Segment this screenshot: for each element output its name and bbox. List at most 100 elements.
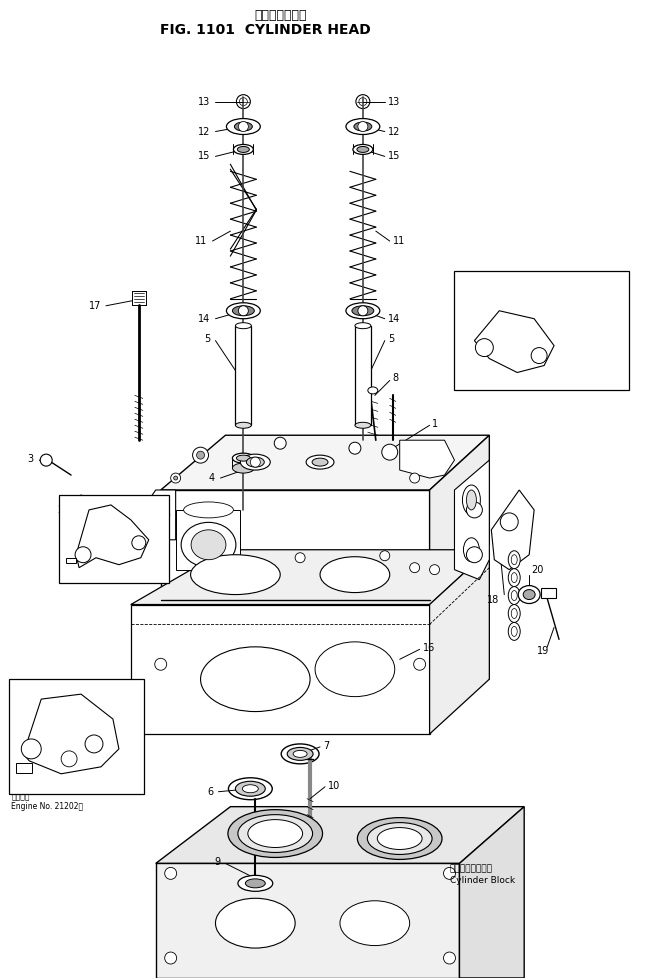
Polygon shape (156, 863, 459, 978)
Ellipse shape (236, 422, 252, 428)
Ellipse shape (511, 591, 517, 601)
Circle shape (500, 513, 518, 531)
Ellipse shape (234, 144, 254, 155)
Ellipse shape (242, 785, 258, 793)
Circle shape (75, 547, 91, 563)
Ellipse shape (191, 555, 280, 595)
Polygon shape (161, 435, 489, 490)
Polygon shape (23, 694, 119, 774)
Circle shape (40, 454, 52, 466)
Text: 21: 21 (105, 772, 117, 782)
Ellipse shape (226, 303, 260, 318)
Ellipse shape (228, 809, 322, 858)
Ellipse shape (238, 875, 273, 891)
Text: 12: 12 (388, 126, 400, 136)
Circle shape (238, 122, 248, 131)
Text: 14: 14 (198, 314, 211, 323)
Text: 15: 15 (198, 151, 211, 162)
Text: 23: 23 (54, 781, 67, 791)
Text: 適用号機: 適用号機 (11, 792, 30, 802)
Text: Cylinder Block: Cylinder Block (449, 876, 514, 885)
Text: 11: 11 (393, 236, 405, 246)
Text: 6: 6 (207, 787, 214, 797)
Text: FIG. 1101  CYLINDER HEAD: FIG. 1101 CYLINDER HEAD (160, 23, 371, 37)
Circle shape (414, 659, 426, 670)
Ellipse shape (232, 453, 254, 464)
Ellipse shape (201, 647, 310, 711)
Text: 4: 4 (209, 473, 214, 483)
Bar (541, 588, 556, 598)
Circle shape (349, 442, 361, 454)
Ellipse shape (312, 458, 328, 466)
Ellipse shape (511, 572, 517, 582)
Bar (236, 325, 252, 425)
Polygon shape (76, 505, 149, 567)
Circle shape (244, 673, 256, 685)
Ellipse shape (508, 587, 520, 605)
Circle shape (380, 551, 390, 561)
Ellipse shape (346, 119, 380, 134)
Circle shape (165, 867, 177, 879)
Text: 18: 18 (560, 340, 572, 350)
Ellipse shape (346, 303, 380, 318)
Ellipse shape (508, 605, 520, 622)
Circle shape (364, 673, 376, 685)
Text: 17: 17 (89, 301, 101, 311)
Circle shape (132, 536, 146, 550)
Circle shape (250, 457, 260, 467)
Text: 18: 18 (487, 595, 499, 605)
Bar (9, 679, 144, 794)
Bar (17, 762, 32, 773)
Ellipse shape (183, 502, 234, 517)
Ellipse shape (511, 555, 517, 564)
Text: 16: 16 (422, 643, 435, 654)
Text: EG15  Engine No.30033～: EG15 Engine No.30033～ (457, 284, 551, 293)
Ellipse shape (511, 609, 517, 618)
Text: 5: 5 (205, 333, 211, 344)
Ellipse shape (232, 306, 254, 316)
Circle shape (155, 659, 167, 670)
Text: 3: 3 (27, 454, 33, 465)
Text: シリンダヘッド: シリンダヘッド (254, 10, 307, 23)
Text: 9: 9 (214, 858, 220, 867)
Bar (59, 495, 169, 582)
Polygon shape (66, 495, 96, 519)
Ellipse shape (281, 744, 319, 763)
Ellipse shape (354, 122, 372, 131)
Ellipse shape (236, 781, 265, 796)
Polygon shape (430, 435, 489, 600)
Circle shape (356, 95, 370, 109)
Ellipse shape (355, 322, 371, 328)
Polygon shape (131, 605, 430, 734)
Polygon shape (475, 311, 554, 372)
Circle shape (236, 95, 250, 109)
Circle shape (165, 952, 177, 964)
Polygon shape (131, 550, 489, 605)
Ellipse shape (377, 827, 422, 850)
Circle shape (475, 339, 493, 357)
Ellipse shape (293, 751, 307, 758)
Text: 11: 11 (195, 236, 207, 246)
Text: 15: 15 (388, 151, 400, 162)
Ellipse shape (357, 146, 369, 153)
Ellipse shape (463, 538, 479, 562)
Circle shape (444, 952, 455, 964)
Circle shape (358, 122, 368, 131)
Ellipse shape (236, 455, 250, 462)
Circle shape (467, 547, 483, 563)
Text: EG168 Engine No.30038～: EG168 Engine No.30038～ (457, 294, 554, 303)
Ellipse shape (467, 490, 477, 510)
Circle shape (85, 735, 103, 753)
Circle shape (295, 553, 305, 563)
Circle shape (193, 447, 209, 464)
Ellipse shape (355, 422, 371, 428)
Circle shape (410, 473, 420, 483)
Text: 1: 1 (432, 419, 438, 429)
Text: 22: 22 (13, 684, 26, 694)
Text: 適用号機: 適用号機 (457, 274, 475, 283)
Polygon shape (430, 550, 489, 734)
Text: 19: 19 (537, 647, 549, 657)
Polygon shape (149, 490, 175, 540)
Polygon shape (400, 440, 455, 478)
Ellipse shape (216, 899, 295, 948)
